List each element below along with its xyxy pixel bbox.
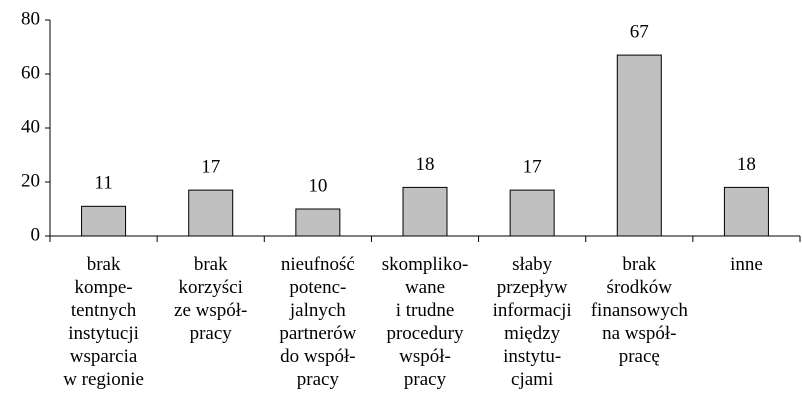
x-tick-label-line: kompe- [75, 277, 133, 298]
x-tick-label-line: pracy [404, 369, 447, 390]
data-label: 17 [201, 156, 220, 177]
x-tick-label-line: informacji [493, 300, 572, 321]
bar [723, 186, 769, 237]
x-tick-label-line: partnerów [279, 323, 356, 344]
data-label: 67 [630, 21, 649, 42]
x-tick-label-line: brak [194, 254, 228, 275]
x-tick-label-line: instytu- [503, 346, 561, 367]
x-tick-label-line: instytucji [68, 323, 139, 344]
data-label: 10 [308, 175, 327, 196]
data-label: 18 [416, 154, 435, 175]
x-tick-label: brak środków finansowych na współ-pracę [591, 254, 689, 367]
x-tick-label-line: brak [87, 254, 121, 275]
y-tick-label: 40 [21, 116, 40, 137]
x-tick-label-line: skompliko- [382, 254, 469, 275]
x-tick-label-line: nieufność [281, 254, 355, 275]
x-tick-label-line: w regionie [63, 369, 144, 390]
x-tick-label-line: korzyści [179, 277, 243, 298]
x-tick-label: inne [730, 254, 763, 275]
x-tick-label: skompliko-wane i trudne procedury współ-pra… [382, 254, 469, 390]
x-tick-label-line: wsparcia [70, 346, 138, 367]
x-tick-label-line: cjami [511, 369, 553, 390]
x-tick-label-line: między [504, 323, 560, 344]
bar [509, 189, 555, 237]
x-tick-label: nieufność potenc-jalnych partnerów do współ… [279, 254, 356, 390]
bar [81, 205, 127, 237]
data-label: 11 [94, 173, 112, 194]
x-tick-label-line: jalnych [289, 300, 346, 321]
y-tick-label: 80 [21, 8, 40, 29]
x-tick-label-line: słaby [512, 254, 553, 275]
bar [295, 208, 341, 237]
x-tick-label-line: inne [730, 254, 763, 275]
x-tick-label-line: potenc- [289, 277, 346, 298]
x-tick-label-line: do współ- [280, 346, 355, 367]
data-label: 18 [737, 154, 756, 175]
x-tick-label-line: na współ- [602, 323, 676, 344]
data-label: 17 [523, 156, 542, 177]
x-tick-label-line: wane [405, 277, 445, 298]
y-tick-label: 60 [21, 62, 40, 83]
x-tick-label: słaby przepływ informacji między instytu-cja… [493, 254, 572, 390]
x-tick-label-line: i trudne [396, 300, 455, 321]
bar [402, 186, 448, 237]
x-tick-label-line: pracy [297, 369, 340, 390]
x-tick-label-line: przepływ [497, 277, 568, 298]
bar [616, 54, 662, 237]
x-tick-label-line: tentnych [71, 300, 137, 321]
x-tick-label: brak kompe-tentnych instytucji wsparcia w re… [63, 254, 144, 390]
x-tick-label-line: pracę [619, 346, 660, 367]
y-tick-label: 0 [31, 224, 41, 245]
x-tick-label-line: procedury [386, 323, 464, 344]
x-tick-label-line: ze współ- [174, 300, 247, 321]
x-tick-label-line: finansowych [591, 300, 689, 321]
bar [188, 189, 234, 237]
x-tick-label: brak korzyści ze współ-pracy [174, 254, 247, 344]
x-tick-label-line: środków [607, 277, 673, 298]
x-tick-label-line: pracy [190, 323, 233, 344]
x-tick-label-line: współ- [399, 346, 451, 367]
y-tick-label: 20 [21, 170, 40, 191]
x-tick-label-line: brak [622, 254, 656, 275]
